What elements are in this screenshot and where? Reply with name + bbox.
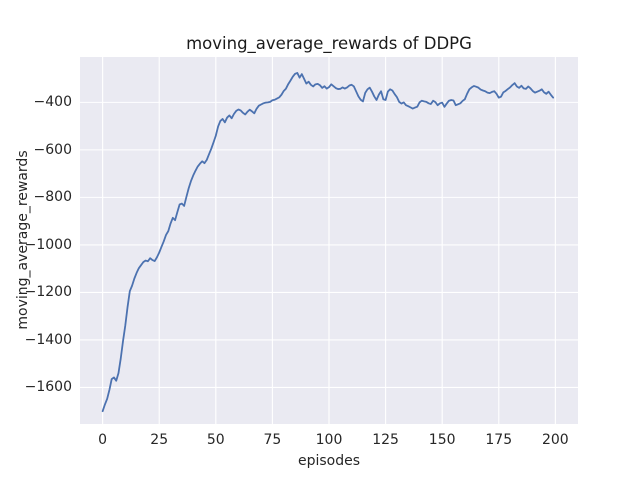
x-tick-label: 200	[541, 432, 569, 448]
x-tick-label: 0	[98, 432, 108, 448]
x-tick-label: 25	[150, 432, 169, 448]
x-tick-label: 75	[263, 432, 282, 448]
y-tick-label: −400	[33, 94, 72, 111]
data-line-moving_average_rewards	[101, 72, 555, 413]
x-axis-label: episodes	[297, 453, 361, 469]
x-tick-label: 150	[428, 432, 456, 448]
x-tick-label: 125	[372, 432, 399, 448]
x-tick-label: 100	[315, 432, 343, 448]
y-tick-label: −600	[33, 141, 72, 158]
y-tick-label: −1000	[24, 236, 72, 253]
y-tick-label: −1400	[24, 331, 72, 348]
y-tick-label: −800	[33, 189, 72, 206]
y-tick-label: −1600	[24, 379, 72, 396]
plot-area	[80, 57, 578, 424]
chart-title: moving_average_rewards of DDPG	[186, 34, 472, 53]
y-tick-label: −1200	[24, 284, 72, 301]
x-tick-label: 50	[206, 432, 225, 448]
x-tick-label: 175	[485, 432, 513, 448]
line-chart-canvas	[80, 57, 578, 424]
